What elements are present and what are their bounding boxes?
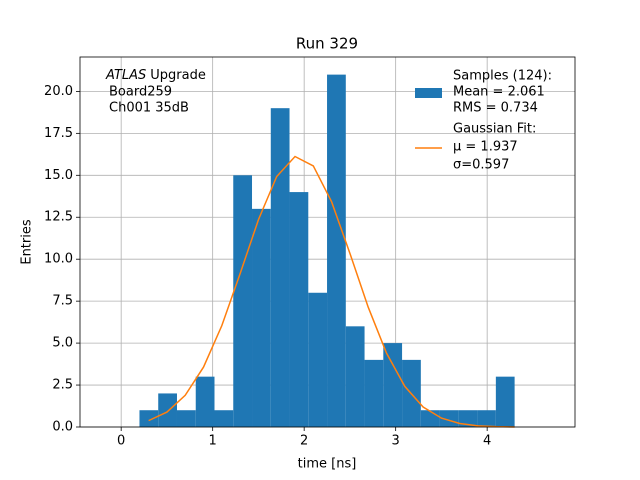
bar <box>439 410 459 427</box>
annotation: ATLAS Upgrade <box>105 68 206 83</box>
y-tick-label: 12.5 <box>44 210 73 225</box>
annotation: Board259 <box>109 85 172 100</box>
legend-patch <box>415 88 442 98</box>
fit-line <box>148 155 515 428</box>
x-axis-label: time [ns] <box>298 457 357 472</box>
y-tick-label: 15.0 <box>44 168 73 183</box>
bar <box>289 192 309 427</box>
bar <box>477 410 496 427</box>
bar <box>139 410 159 427</box>
y-tick-label: 17.5 <box>44 126 73 141</box>
chart-title: Run 329 <box>296 35 358 53</box>
y-tick-label: 7.5 <box>52 294 73 309</box>
legend-text: Samples (124): <box>453 69 552 84</box>
bar <box>195 376 215 427</box>
legend-text: Gaussian Fit: <box>453 122 536 137</box>
x-tick-label: 0 <box>117 434 125 449</box>
bar <box>495 376 515 427</box>
x-tick-label: 1 <box>209 434 217 449</box>
legend-text: Mean = 2.061 <box>453 85 545 100</box>
bar <box>158 393 177 427</box>
bar <box>270 108 290 427</box>
bar <box>345 326 365 427</box>
bar <box>252 208 271 427</box>
bar <box>214 410 234 427</box>
bar <box>383 343 403 427</box>
bar <box>364 359 384 427</box>
annotation: Ch001 35dB <box>109 101 189 116</box>
y-tick-label: 10.0 <box>44 252 73 267</box>
bar <box>327 74 346 427</box>
y-tick-label: 0.0 <box>52 420 73 435</box>
annotation-italic: ATLAS <box>105 68 146 83</box>
bar <box>233 175 253 427</box>
y-tick-label: 20.0 <box>44 84 73 99</box>
bar <box>176 410 196 427</box>
y-tick-label: 2.5 <box>52 378 73 393</box>
legend-text: σ=0.597 <box>453 158 509 173</box>
legend-text: RMS = 0.734 <box>453 101 538 116</box>
bar <box>308 292 328 427</box>
x-tick-label: 3 <box>392 434 400 449</box>
bar <box>458 410 478 427</box>
annotation-text: Upgrade <box>150 68 206 83</box>
y-axis-label: Entries <box>20 219 35 265</box>
x-tick-label: 4 <box>483 434 491 449</box>
axes-frame <box>79 56 576 428</box>
x-tick-label: 2 <box>300 434 308 449</box>
bar <box>420 410 440 427</box>
legend-text: μ = 1.937 <box>453 140 518 155</box>
y-tick-label: 5.0 <box>52 336 73 351</box>
